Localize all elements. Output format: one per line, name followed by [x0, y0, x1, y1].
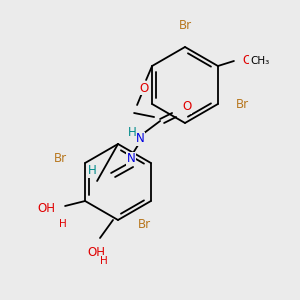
Text: Br: Br: [138, 218, 151, 232]
Text: Br: Br: [178, 19, 192, 32]
Text: CH₃: CH₃: [250, 56, 269, 66]
Text: O: O: [140, 82, 149, 94]
Text: Br: Br: [236, 98, 249, 110]
Text: O: O: [242, 55, 251, 68]
Text: H: H: [88, 164, 97, 178]
Text: OH: OH: [37, 202, 55, 215]
Text: H: H: [128, 127, 136, 140]
Text: H: H: [59, 219, 67, 229]
Text: N: N: [127, 152, 136, 166]
Text: OH: OH: [87, 246, 105, 259]
Text: Br: Br: [54, 152, 67, 164]
Text: H: H: [100, 256, 108, 266]
Text: N: N: [136, 133, 145, 146]
Text: O: O: [182, 100, 191, 113]
